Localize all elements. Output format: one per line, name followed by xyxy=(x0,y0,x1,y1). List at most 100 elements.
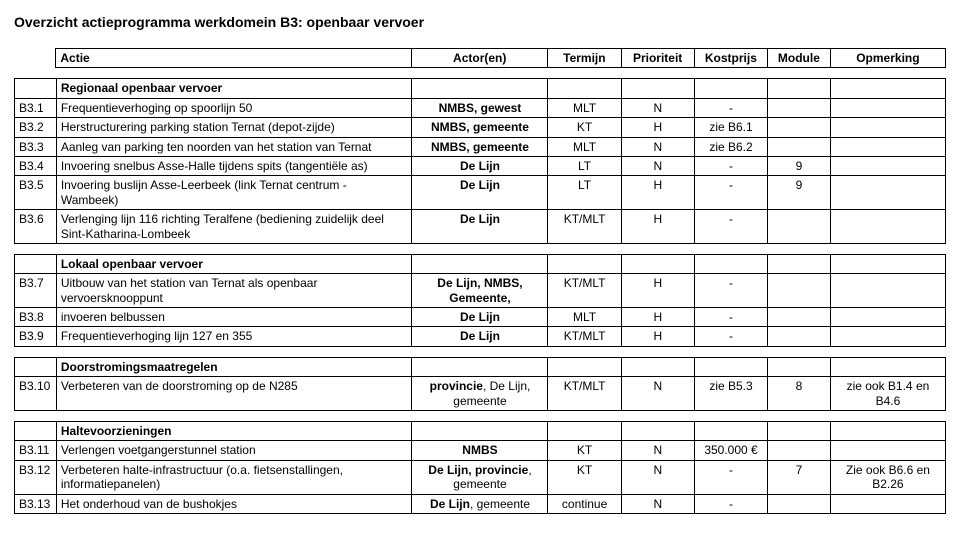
row-opmerking xyxy=(830,441,945,460)
section-empty-cell xyxy=(768,357,831,376)
row-id: B3.1 xyxy=(15,98,57,117)
section-empty-cell xyxy=(412,357,548,376)
row-termijn: LT xyxy=(548,156,621,175)
section-empty-cell xyxy=(621,357,694,376)
row-termijn: continue xyxy=(548,494,621,513)
row-termijn: MLT xyxy=(548,308,621,327)
row-kostprijs: - xyxy=(694,327,767,346)
row-opmerking xyxy=(830,156,945,175)
row-prioriteit: N xyxy=(621,137,694,156)
row-termijn: KT/MLT xyxy=(548,377,621,411)
table-row: B3.10Verbeteren van de doorstroming op d… xyxy=(15,377,946,411)
row-id: B3.8 xyxy=(15,308,57,327)
section-title: Lokaal openbaar vervoer xyxy=(56,254,412,273)
row-module: 8 xyxy=(768,377,831,411)
row-prioriteit: H xyxy=(621,308,694,327)
row-actie: Verlenging lijn 116 richting Teralfene (… xyxy=(56,210,412,244)
row-module: 7 xyxy=(768,460,831,494)
section-empty-cell xyxy=(830,357,945,376)
row-module: 9 xyxy=(768,156,831,175)
row-opmerking: Zie ook B6.6 en B2.26 xyxy=(830,460,945,494)
section-title: Doorstromingsmaatregelen xyxy=(56,357,412,376)
row-id: B3.6 xyxy=(15,210,57,244)
col-module: Module xyxy=(768,49,831,68)
row-kostprijs: - xyxy=(694,494,767,513)
section-header-row: Doorstromingsmaatregelen xyxy=(15,357,946,376)
row-opmerking xyxy=(830,327,945,346)
section-empty-cell xyxy=(548,422,621,441)
section-empty-cell xyxy=(694,357,767,376)
row-id: B3.13 xyxy=(15,494,57,513)
row-actor: NMBS, gewest xyxy=(412,98,548,117)
header-row: Actie Actor(en) Termijn Prioriteit Kostp… xyxy=(14,49,946,68)
row-prioriteit: H xyxy=(621,327,694,346)
table-row: B3.2Herstructurering parking station Ter… xyxy=(15,118,946,137)
table-row: B3.12Verbeteren halte-infrastructuur (o.… xyxy=(15,460,946,494)
section-empty-cell xyxy=(694,79,767,98)
section-empty-cell xyxy=(548,79,621,98)
section-table: DoorstromingsmaatregelenB3.10Verbeteren … xyxy=(14,357,946,411)
section-header-row: Haltevoorzieningen xyxy=(15,422,946,441)
section-empty-cell xyxy=(830,422,945,441)
header-table: Actie Actor(en) Termijn Prioriteit Kostp… xyxy=(14,48,946,68)
col-actor: Actor(en) xyxy=(412,49,548,68)
row-actor: De Lijn xyxy=(412,327,548,346)
row-id: B3.11 xyxy=(15,441,57,460)
row-id: B3.4 xyxy=(15,156,57,175)
row-id: B3.2 xyxy=(15,118,57,137)
row-prioriteit: N xyxy=(621,377,694,411)
row-module xyxy=(768,327,831,346)
page-title: Overzicht actieprogramma werkdomein B3: … xyxy=(14,14,946,30)
section-empty-cell xyxy=(768,422,831,441)
row-termijn: KT xyxy=(548,460,621,494)
row-module xyxy=(768,137,831,156)
row-actie: Verlengen voetgangerstunnel station xyxy=(56,441,412,460)
table-row: B3.3Aanleg van parking ten noorden van h… xyxy=(15,137,946,156)
row-prioriteit: H xyxy=(621,210,694,244)
section-empty-cell xyxy=(548,254,621,273)
row-kostprijs: 350.000 € xyxy=(694,441,767,460)
section-table: HaltevoorzieningenB3.11Verlengen voetgan… xyxy=(14,421,946,514)
row-module xyxy=(768,210,831,244)
row-termijn: LT xyxy=(548,176,621,210)
row-actie: Verbeteren van de doorstroming op de N28… xyxy=(56,377,412,411)
section-id-blank xyxy=(15,79,57,98)
row-actie: Frequentieverhoging lijn 127 en 355 xyxy=(56,327,412,346)
row-kostprijs: - xyxy=(694,176,767,210)
row-opmerking xyxy=(830,98,945,117)
row-id: B3.12 xyxy=(15,460,57,494)
section-id-blank xyxy=(15,254,57,273)
row-termijn: KT/MLT xyxy=(548,210,621,244)
row-id: B3.7 xyxy=(15,274,57,308)
col-kostprijs: Kostprijs xyxy=(694,49,767,68)
row-id: B3.10 xyxy=(15,377,57,411)
col-termijn: Termijn xyxy=(548,49,621,68)
row-actie: Invoering buslijn Asse-Leerbeek (link Te… xyxy=(56,176,412,210)
row-actor: De Lijn, gemeente xyxy=(412,494,548,513)
row-actie: Invoering snelbus Asse-Halle tijdens spi… xyxy=(56,156,412,175)
section-empty-cell xyxy=(412,254,548,273)
row-actor: De Lijn xyxy=(412,156,548,175)
section-empty-cell xyxy=(412,79,548,98)
row-prioriteit: H xyxy=(621,274,694,308)
row-module xyxy=(768,494,831,513)
row-opmerking xyxy=(830,274,945,308)
table-row: B3.5Invoering buslijn Asse-Leerbeek (lin… xyxy=(15,176,946,210)
row-actor: De Lijn xyxy=(412,210,548,244)
row-id: B3.9 xyxy=(15,327,57,346)
row-termijn: KT xyxy=(548,441,621,460)
section-empty-cell xyxy=(830,254,945,273)
row-module xyxy=(768,441,831,460)
section-empty-cell xyxy=(548,357,621,376)
row-actor: De Lijn, NMBS, Gemeente, xyxy=(412,274,548,308)
table-row: B3.13Het onderhoud van de bushokjesDe Li… xyxy=(15,494,946,513)
section-id-blank xyxy=(15,422,57,441)
section-empty-cell xyxy=(768,254,831,273)
table-row: B3.7Uitbouw van het station van Ternat a… xyxy=(15,274,946,308)
row-actor: NMBS xyxy=(412,441,548,460)
row-prioriteit: N xyxy=(621,441,694,460)
row-opmerking xyxy=(830,176,945,210)
row-module xyxy=(768,274,831,308)
row-module xyxy=(768,308,831,327)
section-empty-cell xyxy=(621,79,694,98)
